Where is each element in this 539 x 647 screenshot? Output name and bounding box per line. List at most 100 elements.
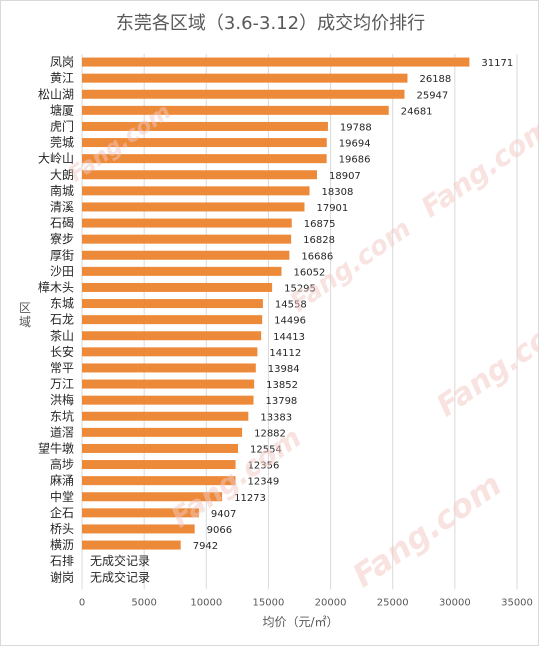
data-label: 14496	[274, 316, 306, 327]
data-label: 9066	[207, 525, 232, 536]
data-label: 24681	[401, 106, 433, 117]
category-label: 高埗	[50, 457, 74, 472]
data-label: 25947	[416, 90, 448, 101]
bar	[82, 202, 305, 212]
x-tick-label: 10000	[190, 597, 222, 608]
data-label: 9407	[211, 509, 236, 520]
category-label: 麻涌	[50, 473, 74, 488]
data-label: 26188	[419, 74, 451, 85]
no-data-label: 无成交记录	[90, 569, 150, 584]
category-label: 谢岗	[50, 569, 74, 584]
bar	[82, 524, 195, 534]
bar	[82, 73, 408, 83]
bar	[82, 282, 273, 292]
y-axis-label: 区域	[18, 301, 31, 329]
category-label: 洪梅	[50, 392, 74, 407]
category-label: 莞城	[50, 136, 74, 150]
category-label: 塘厦	[50, 102, 74, 117]
data-label: 13798	[265, 396, 297, 407]
category-label: 常平	[50, 361, 74, 375]
bar	[82, 492, 223, 502]
data-label: 13852	[266, 380, 298, 391]
bar	[82, 105, 389, 115]
category-label: 大朗	[50, 168, 74, 182]
data-label: 16875	[304, 219, 336, 230]
bar	[82, 427, 243, 437]
bar	[82, 299, 263, 309]
category-label: 石碣	[50, 216, 74, 230]
bar	[82, 347, 258, 357]
data-label: 12356	[248, 461, 280, 472]
bar	[82, 443, 239, 453]
category-label: 道滘	[50, 425, 74, 439]
category-label: 凤岗	[50, 55, 74, 69]
bar	[82, 476, 236, 486]
data-label: 19788	[340, 122, 372, 133]
data-label: 13383	[260, 412, 292, 423]
x-tick-label: 0	[79, 597, 85, 608]
bar	[82, 508, 199, 518]
category-label: 清溪	[50, 200, 74, 214]
category-label: 南城	[50, 183, 74, 198]
category-label: 东坑	[50, 408, 74, 423]
data-label: 17901	[316, 203, 348, 214]
bar	[82, 331, 262, 341]
data-label: 15295	[284, 283, 316, 294]
data-label: 14413	[273, 332, 305, 343]
data-label: 11273	[234, 493, 266, 504]
x-tick-label: 30000	[439, 597, 471, 608]
data-label: 14112	[269, 348, 301, 359]
category-label: 黄江	[50, 71, 74, 85]
category-label: 望牛墩	[38, 440, 74, 455]
bar	[82, 154, 327, 164]
data-label: 18907	[329, 171, 361, 182]
bar	[82, 89, 405, 99]
data-label: 12554	[250, 444, 282, 455]
category-label: 大岭山	[38, 152, 74, 166]
category-label: 横沥	[50, 538, 74, 552]
bar	[82, 266, 282, 276]
bar	[82, 540, 181, 550]
x-tick-label: 15000	[253, 597, 285, 608]
bar	[82, 395, 254, 405]
chart-title: 东莞各区域（3.6-3.12）成交均价排行	[115, 13, 426, 34]
bar	[82, 170, 317, 180]
data-label: 12882	[254, 428, 286, 439]
category-label: 松山湖	[38, 86, 74, 101]
x-tick-label: 35000	[501, 597, 533, 608]
bar	[82, 138, 327, 148]
category-label: 茶山	[50, 328, 74, 343]
category-label: 长安	[50, 344, 74, 359]
category-label: 石龙	[50, 313, 74, 327]
bar	[82, 363, 256, 373]
x-tick-label: 25000	[377, 597, 409, 608]
data-label: 19694	[339, 139, 371, 150]
bar	[82, 121, 328, 131]
data-label: 12349	[247, 477, 279, 488]
data-label: 16686	[301, 251, 333, 262]
bar	[82, 460, 236, 470]
data-label: 18308	[322, 187, 354, 198]
data-label: 16052	[294, 267, 326, 278]
category-label: 中堂	[50, 489, 74, 504]
bar	[82, 250, 290, 260]
x-tick-label: 20000	[315, 597, 347, 608]
bar	[82, 57, 470, 67]
data-label: 31171	[481, 58, 513, 69]
category-label: 东城	[50, 297, 74, 311]
bar	[82, 186, 310, 196]
x-tick-label: 5000	[131, 597, 156, 608]
bar	[82, 234, 292, 244]
category-label: 厚街	[50, 248, 74, 262]
data-label: 16828	[303, 235, 335, 246]
bar	[82, 218, 292, 228]
category-label: 万江	[50, 377, 74, 391]
no-data-label: 无成交记录	[90, 553, 150, 568]
category-label: 寮步	[50, 231, 74, 246]
category-label: 虎门	[50, 118, 74, 133]
category-label: 企石	[50, 505, 74, 520]
bar	[82, 315, 263, 325]
data-label: 14558	[275, 300, 307, 311]
x-axis-label: 均价（元/㎡）	[262, 615, 339, 629]
